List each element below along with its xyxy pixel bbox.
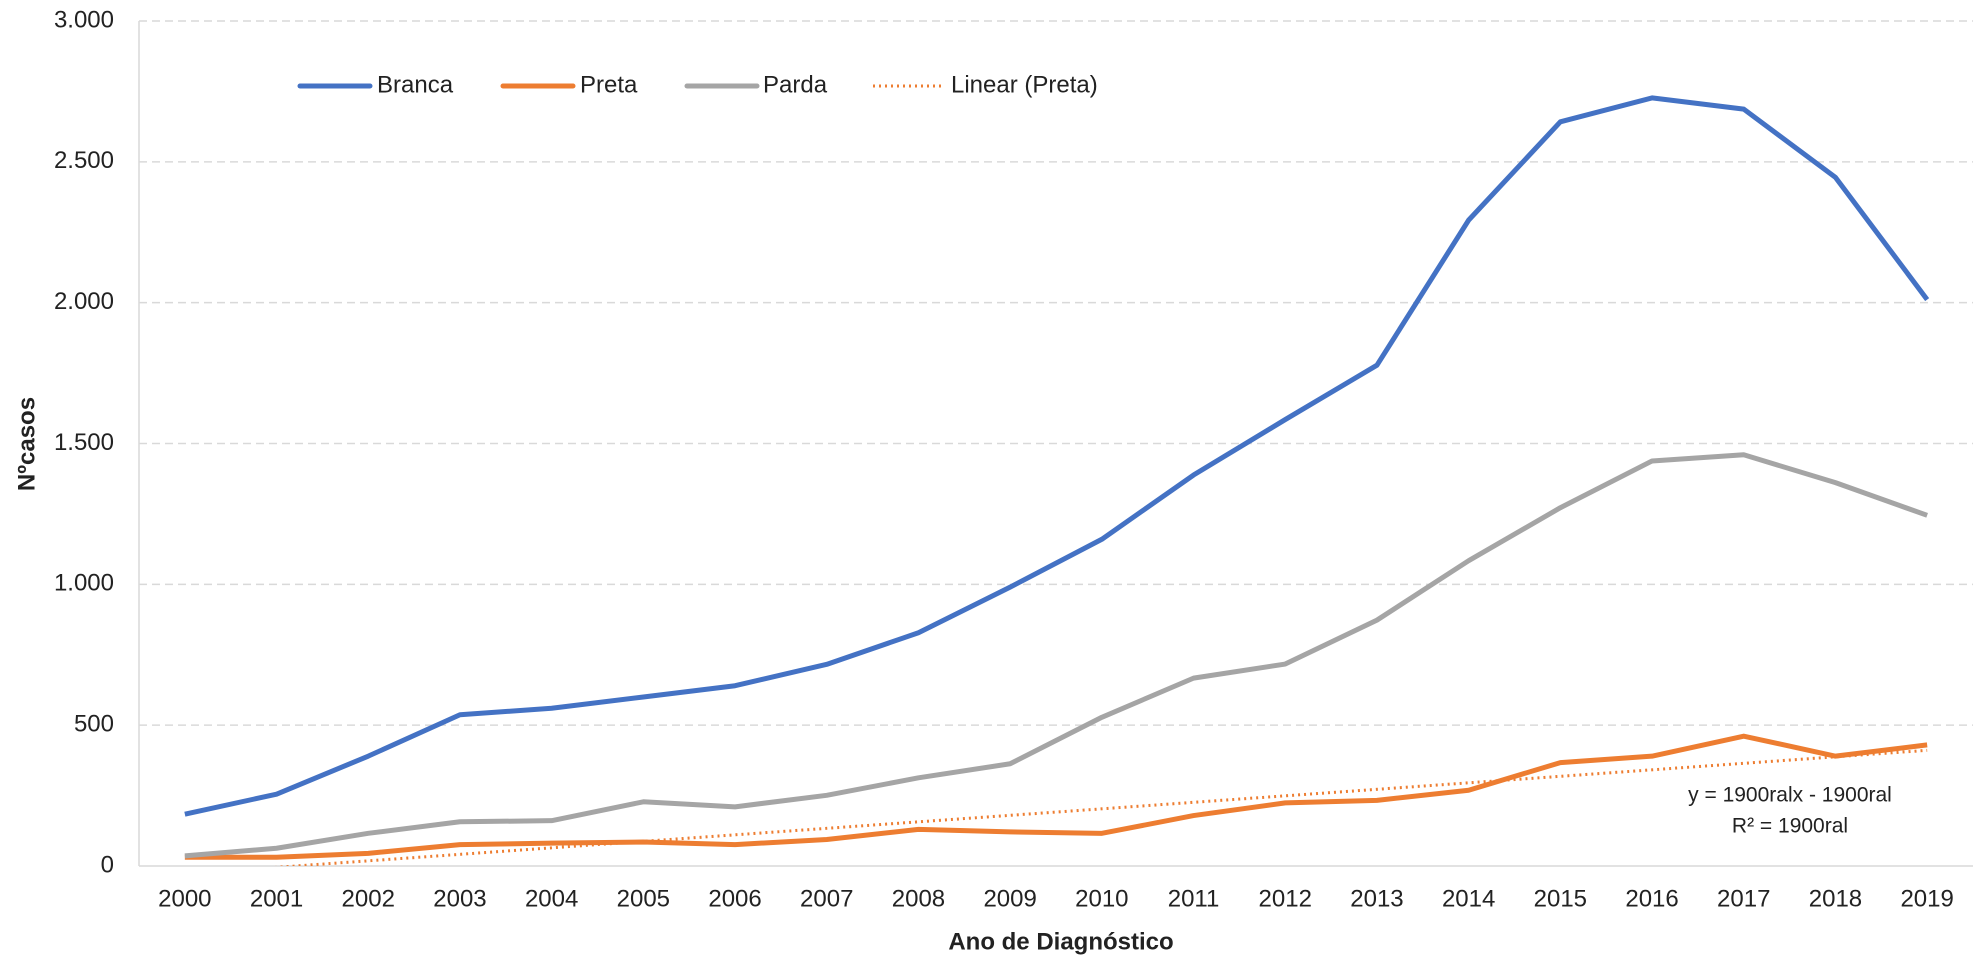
legend-label: Branca — [377, 71, 454, 98]
x-tick-label: 2011 — [1168, 885, 1220, 912]
x-tick-label: 2013 — [1350, 885, 1403, 912]
x-tick-label: 2007 — [800, 885, 853, 912]
x-tick-label: 2001 — [250, 885, 303, 912]
y-tick-label: 3.000 — [54, 6, 114, 33]
x-tick-label: 2016 — [1625, 885, 1678, 912]
y-tick-label: 500 — [74, 711, 114, 738]
series-line — [184, 733, 1928, 860]
y-tick-label: 2.000 — [54, 288, 114, 315]
y-tick-label: 1.000 — [54, 570, 114, 597]
x-tick-label: 2019 — [1900, 885, 1953, 912]
trend-r-squared: R² = 1900ral — [1732, 815, 1848, 838]
x-tick-label: 2018 — [1809, 885, 1862, 912]
x-tick-label: 2015 — [1534, 885, 1587, 912]
x-tick-label: 2008 — [892, 885, 945, 912]
y-tick-label: 2.500 — [54, 147, 114, 174]
x-tick-label: 2005 — [617, 885, 670, 912]
legend-label: Linear (Preta) — [951, 71, 1098, 98]
y-axis-title: Nºcasos — [13, 397, 40, 491]
x-tick-label: 2009 — [983, 885, 1036, 912]
x-tick-label: 2006 — [708, 885, 761, 912]
x-tick-label: 2002 — [342, 885, 395, 912]
series-line — [184, 95, 1930, 817]
x-tick-label: 2012 — [1259, 885, 1312, 912]
y-tick-label: 1.500 — [54, 429, 114, 456]
x-tick-label: 2017 — [1717, 885, 1770, 912]
x-tick-label: 2004 — [525, 885, 578, 912]
y-tick-label: 0 — [101, 851, 114, 878]
x-tick-label: 2014 — [1442, 885, 1495, 912]
x-axis-title: Ano de Diagnóstico — [948, 928, 1173, 955]
x-tick-label: 2000 — [158, 885, 211, 912]
trend-equation: y = 1900ralx - 1900ral — [1688, 784, 1892, 807]
trendline — [274, 748, 1928, 866]
trend-group — [274, 748, 1928, 866]
legend-label: Preta — [580, 71, 638, 98]
x-tick-label: 2003 — [433, 885, 486, 912]
series-line — [184, 452, 1928, 859]
x-tick-label: 2010 — [1075, 885, 1128, 912]
legend-label: Parda — [763, 71, 828, 98]
